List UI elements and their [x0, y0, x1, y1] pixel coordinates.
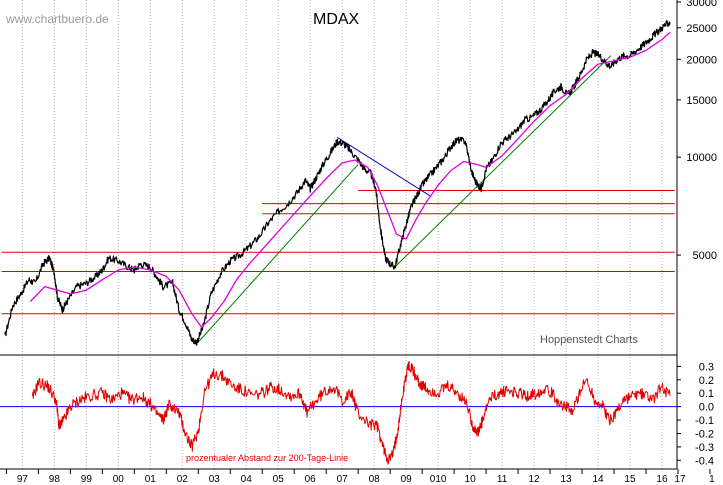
x-ticks: 97 98 99 00 01 02 03 04 05 06 07 08 09 010 10 11 12 13 14 1…	[5, 469, 715, 485]
osc-tick-label: 0.0	[699, 402, 714, 414]
oscillator-series	[0, 361, 677, 465]
x-tick-label: 11	[497, 474, 508, 485]
osc-tick-label: -0.1	[695, 415, 714, 427]
x-tick-label: 16	[656, 474, 668, 485]
credit: Hoppenstedt Charts	[540, 334, 638, 346]
x-tick-label: 10	[465, 474, 477, 485]
chart-title: MDAX	[313, 11, 360, 28]
trendline	[337, 137, 431, 197]
x-tick-label: 14	[592, 474, 604, 485]
x-tick-label: 06	[305, 474, 317, 485]
x-tick-label: 03	[209, 474, 221, 485]
support-resistance-levels	[1, 189, 675, 315]
x-tick-label: 09	[401, 474, 413, 485]
x-tick-label: 17	[674, 474, 686, 485]
x-tick-label: 00	[113, 474, 125, 485]
y-tick-label: 20000	[686, 54, 717, 66]
watermark: www.chartbuero.de	[5, 12, 109, 26]
y-tick-label: 15000	[686, 95, 717, 107]
trendline	[394, 55, 612, 268]
y-tick-label: 5000	[693, 250, 717, 262]
main-y-ticks: 30000 25000 20000 15000 10000 5000	[677, 0, 717, 262]
oscillator-line	[31, 361, 671, 465]
x-tick-label: 07	[337, 474, 349, 485]
y-tick-label: 30000	[686, 0, 717, 9]
x-tick-label: 98	[49, 474, 61, 485]
x-tick-label: 05	[273, 474, 285, 485]
x-tick-label: 97	[17, 474, 29, 485]
x-tick-label: 02	[177, 474, 189, 485]
x-tick-label: 15	[624, 474, 636, 485]
x-tick-label: 99	[81, 474, 93, 485]
osc-tick-label: -0.2	[695, 428, 714, 440]
x-tick-label: 12	[528, 474, 540, 485]
oscillator-label: prozentualer Abstand zur 200-Tage-Linie	[186, 453, 348, 463]
x-tick-label: 13	[560, 474, 572, 485]
x-tick-label: 01	[145, 474, 157, 485]
osc-tick-label: -0.4	[695, 455, 714, 467]
osc-y-ticks: 0.3 0.20.1 0.0-0.1-0.2 -0.3-0.4	[677, 361, 714, 467]
moving-average-line	[29, 31, 671, 328]
price-series	[4, 20, 671, 346]
x-tick-label: 04	[241, 474, 253, 485]
y-tick-label: 10000	[686, 152, 717, 164]
osc-tick-label: -0.3	[695, 442, 714, 454]
trendlines	[197, 55, 612, 343]
trendline	[197, 164, 359, 343]
vertical-grid	[21, 0, 663, 469]
x-tick-label: 1	[709, 474, 715, 485]
x-tick-label: 010	[430, 474, 447, 485]
osc-tick-label: 0.2	[699, 375, 714, 387]
x-tick-label: 08	[369, 474, 381, 485]
y-tick-label: 25000	[686, 23, 717, 35]
osc-tick-label: 0.1	[699, 388, 714, 400]
osc-tick-label: 0.3	[699, 361, 714, 373]
